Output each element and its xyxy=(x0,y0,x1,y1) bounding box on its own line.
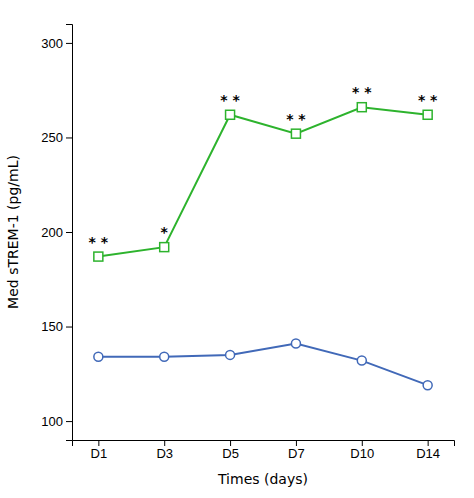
x-tick: D7 xyxy=(288,440,305,461)
x-tick-mark xyxy=(164,440,165,446)
x-tick: D10 xyxy=(350,440,374,461)
y-tick-mark xyxy=(66,327,72,328)
annotation: * * xyxy=(220,92,240,108)
y-tick-label: 300 xyxy=(41,36,63,51)
x-tick-mark xyxy=(296,440,297,446)
marker xyxy=(94,252,103,261)
series-line xyxy=(98,344,427,386)
marker xyxy=(160,243,169,252)
series-line xyxy=(98,107,427,256)
x-tick-mark xyxy=(98,440,99,446)
x-tick: D14 xyxy=(416,440,440,461)
x-tick-label: D5 xyxy=(222,446,239,461)
marker xyxy=(291,129,300,138)
y-tick-label: 150 xyxy=(41,319,63,334)
y-tick: 150 xyxy=(41,319,72,334)
y-tick: 200 xyxy=(41,225,72,240)
marks xyxy=(94,103,432,390)
marker xyxy=(357,356,366,365)
x-tick-label: D1 xyxy=(91,446,108,461)
x-tick: D3 xyxy=(156,440,173,461)
marker xyxy=(423,110,432,119)
y-tick: 300 xyxy=(41,36,72,51)
annotation: * * xyxy=(89,234,109,250)
axis-line xyxy=(73,441,455,447)
x-tick: D5 xyxy=(222,440,239,461)
marker xyxy=(226,110,235,119)
marker xyxy=(291,339,300,348)
series-markers xyxy=(94,339,432,390)
y-tick-mark xyxy=(66,137,72,138)
marker xyxy=(94,352,103,361)
chart: D1D3D5D7D10D14100150200250300* *** ** **… xyxy=(0,0,474,498)
y-tick: 100 xyxy=(41,414,72,429)
y-axis: 100 150 200 250 300 xyxy=(41,25,72,441)
x-tick-label: D10 xyxy=(350,446,374,461)
x-tick-mark xyxy=(230,440,231,446)
y-tick-label: 100 xyxy=(41,414,63,429)
x-axis-title: Times (days) xyxy=(217,471,308,487)
annotation: * * xyxy=(286,111,306,127)
annotation: * xyxy=(161,224,169,240)
marker xyxy=(226,350,235,359)
annotations: * * * * * * * * * * * xyxy=(89,84,439,249)
y-tick-mark xyxy=(66,421,72,422)
x-tick-mark xyxy=(428,440,429,446)
axis-line xyxy=(66,25,73,441)
y-tick-mark xyxy=(66,232,72,233)
y-tick-mark xyxy=(66,43,72,44)
x-tick-label: D14 xyxy=(416,446,440,461)
y-tick-label: 200 xyxy=(41,225,63,240)
x-tick-label: D3 xyxy=(156,446,173,461)
marker xyxy=(423,381,432,390)
marker xyxy=(160,352,169,361)
annotation: * * xyxy=(418,92,438,108)
x-tick-label: D7 xyxy=(288,446,305,461)
marker xyxy=(357,103,366,112)
y-tick: 250 xyxy=(41,130,72,145)
x-axis: D1 D3 D5 D7 D10 D14 xyxy=(73,440,455,461)
y-tick-label: 250 xyxy=(41,130,63,145)
series-markers xyxy=(94,103,432,261)
x-tick-mark xyxy=(362,440,363,446)
annotation: * * xyxy=(352,84,372,100)
y-axis-title: Med sTREM-1 (pg/mL) xyxy=(5,155,21,309)
plot: D1D3D5D7D10D14100150200250300* *** ** **… xyxy=(41,25,454,462)
x-tick: D1 xyxy=(91,440,108,461)
